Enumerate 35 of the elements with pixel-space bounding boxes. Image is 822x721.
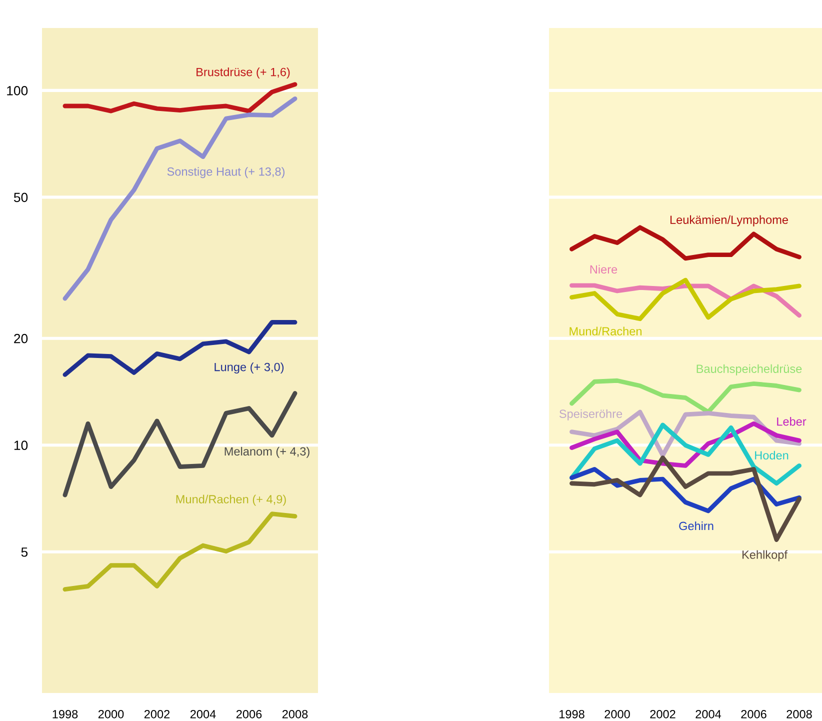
series-label: Kehlkopf: [742, 550, 788, 562]
series-label: Niere: [590, 264, 618, 274]
y-tick-label: 10: [14, 440, 28, 450]
x-tick-label: 2004: [696, 710, 722, 718]
y-tick-label: 5: [21, 548, 28, 557]
series-label: Speiseröhre: [559, 409, 622, 420]
line-series: [62, 82, 298, 114]
series-label: Mund/Rachen (+ 4,9): [176, 494, 286, 506]
series-label: Lunge (+ 3,0): [214, 362, 284, 374]
x-tick-label: 1998: [560, 710, 584, 718]
x-tick-label: 2004: [190, 710, 216, 718]
x-tick-label: 2000: [604, 710, 630, 718]
line-series: [62, 320, 298, 377]
y-tick-label: 50: [14, 192, 28, 202]
series-label: Bauchspeicheldrüse: [696, 364, 802, 376]
series-label: Leukämien/Lymphome: [670, 215, 788, 226]
series-label: Gehirn: [679, 521, 714, 530]
line-series: [62, 512, 298, 592]
x-tick-label: 2006: [236, 710, 262, 718]
x-tick-label: 2002: [650, 710, 676, 718]
x-tick-label: 2008: [786, 710, 812, 718]
x-tick-label: 2000: [98, 710, 124, 718]
series-label: Leber: [777, 417, 806, 426]
series-label: Hoden: [755, 450, 788, 460]
series-label: Brustdrüse (+ 1,6): [196, 68, 290, 79]
series-label: Sonstige Haut (+ 13,8): [167, 167, 284, 178]
x-tick-label: 2002: [144, 710, 170, 718]
line-series: [62, 96, 298, 301]
y-tick-label: 20: [14, 334, 28, 344]
x-tick-label: 2008: [282, 710, 308, 718]
x-tick-label: 2006: [741, 710, 766, 718]
series-label: Mund/Rachen: [570, 326, 642, 336]
y-tick-label: 100: [7, 86, 28, 96]
x-tick-label: 1998: [52, 710, 78, 718]
series-label: Melanom (+ 4,3): [224, 446, 310, 458]
